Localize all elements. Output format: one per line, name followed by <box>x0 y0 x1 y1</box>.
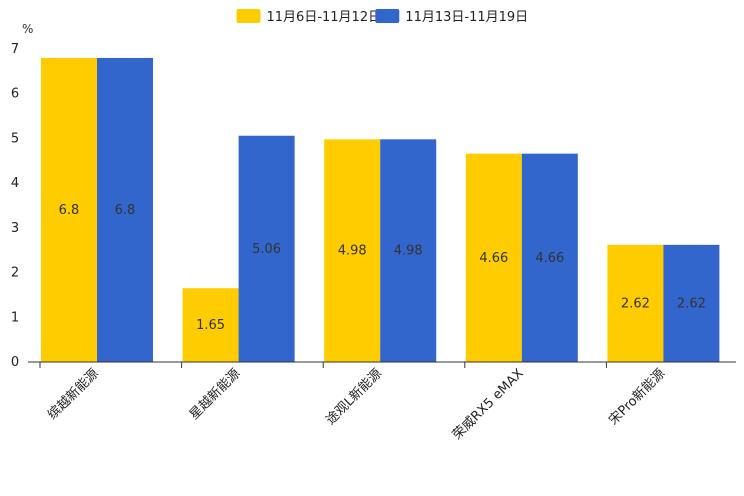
y-tick-label: 0 <box>11 355 19 370</box>
y-tick-label: 2 <box>11 266 19 281</box>
data-label: 1.65 <box>196 318 225 333</box>
data-label: 2.62 <box>621 296 650 311</box>
legend-label-week1: 11月6日-11月12日 <box>267 10 382 25</box>
legend: 11月6日-11月12日 11月13日-11月19日 <box>236 9 528 25</box>
category-label: 荣威RX5 eMAX <box>450 366 527 443</box>
bar-week1-1 <box>182 288 239 362</box>
bar-week1-2 <box>324 139 381 362</box>
legend-swatch-week1 <box>236 9 261 23</box>
legend-swatch-week2 <box>375 9 400 23</box>
bar-week1-3 <box>465 153 522 362</box>
bar-week2-1 <box>238 135 295 362</box>
data-labels: 6.8 6.8 1.65 5.06 4.98 4.98 4.66 4.66 2.62 2.62 <box>59 203 706 333</box>
x-axis-ticks <box>39 362 607 368</box>
data-label: 4.98 <box>338 244 367 259</box>
data-label: 6.8 <box>115 203 136 218</box>
data-label: 5.06 <box>252 242 281 257</box>
data-label: 2.62 <box>677 296 706 311</box>
y-tick-label: 7 <box>11 42 19 57</box>
bar-week2-4 <box>663 244 720 362</box>
data-label: 4.66 <box>535 251 564 266</box>
y-axis-unit-label: % <box>22 22 33 36</box>
bar-week2-3 <box>521 153 578 362</box>
y-tick-label: 4 <box>11 176 19 191</box>
category-label: 星越新能源 <box>186 366 243 423</box>
category-labels: 缤越新能源 星越新能源 途观L新能源 荣威RX5 eMAX 宋Pro新能源 <box>45 366 669 443</box>
y-tick-label: 6 <box>11 87 19 102</box>
y-tick-label: 3 <box>11 221 19 236</box>
bars <box>41 57 720 362</box>
data-label: 4.66 <box>479 251 508 266</box>
category-label: 宋Pro新能源 <box>606 366 669 429</box>
category-label: 缤越新能源 <box>45 366 102 423</box>
y-axis-ticks: 0 1 2 3 4 5 6 7 <box>11 42 19 370</box>
bar-week1-0 <box>41 57 97 362</box>
data-label: 6.8 <box>59 203 80 218</box>
bar-week2-2 <box>380 139 437 362</box>
data-label: 4.98 <box>394 244 423 259</box>
y-tick-label: 5 <box>11 131 19 146</box>
bar-week2-0 <box>97 57 153 362</box>
category-label: 途观L新能源 <box>323 366 385 428</box>
legend-label-week2: 11月13日-11月19日 <box>405 10 528 25</box>
bar-week1-4 <box>607 244 664 362</box>
y-tick-label: 1 <box>11 310 19 325</box>
